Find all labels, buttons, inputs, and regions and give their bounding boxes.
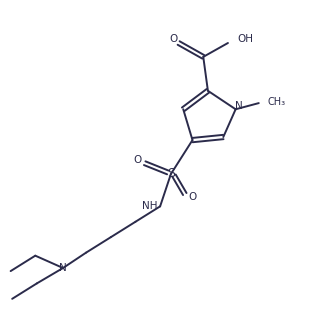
Text: CH₃: CH₃ (267, 96, 285, 107)
Text: NH: NH (142, 201, 157, 211)
Text: OH: OH (237, 34, 253, 44)
Text: O: O (169, 34, 177, 44)
Text: N: N (59, 263, 67, 273)
Text: N: N (235, 100, 243, 111)
Text: O: O (188, 192, 197, 202)
Text: S: S (167, 168, 175, 180)
Text: O: O (133, 155, 141, 165)
